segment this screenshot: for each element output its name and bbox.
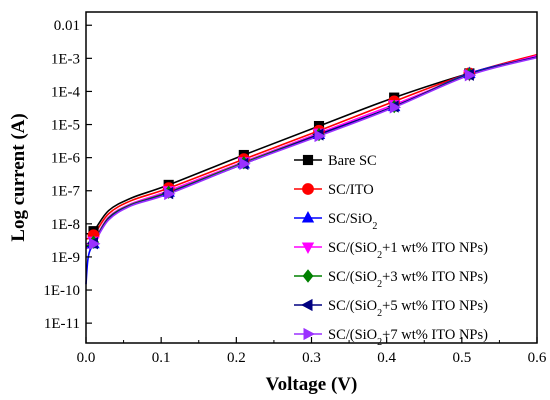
- legend-marker: [303, 327, 315, 341]
- x-tick-label: 0.6: [528, 350, 547, 366]
- x-tick-label: 0.0: [77, 350, 96, 366]
- legend-label: SC/(SiO2+3 wt% ITO NPs): [328, 269, 488, 290]
- x-tick-label: 0.3: [302, 350, 321, 366]
- legend-marker: [302, 154, 314, 166]
- legend-marker: [302, 183, 314, 195]
- legend-marker: [301, 211, 315, 223]
- legend-label: SC/(SiO2+5 wt% ITO NPs): [328, 298, 488, 319]
- x-axis-ticks: 0.0 0.1 0.2 0.3 0.4 0.5 0.6: [77, 337, 547, 366]
- legend-label: SC/ITO: [328, 182, 374, 198]
- series-line: [85, 56, 538, 250]
- x-axis-title: Voltage (V): [266, 374, 358, 395]
- x-tick-label: 0.4: [377, 350, 396, 366]
- y-tick-label: 0.01: [54, 18, 80, 34]
- y-axis-ticks: 1E-11 1E-10 1E-9 1E-8 1E-7 1E-6 1E-5 1E-4 1E-3 0.…: [43, 18, 92, 332]
- legend-label: SC/SiO2: [328, 211, 377, 232]
- data-point: [239, 157, 251, 170]
- legend-marker: [302, 269, 314, 283]
- y-tick-label: 1E-3: [51, 51, 80, 67]
- data-point: [89, 237, 101, 250]
- legend-marker: [301, 298, 313, 312]
- data-point: [164, 187, 176, 201]
- legend: Bare SC SC/ITO SC/SiO2 SC/(SiO2+1 wt% ITO N…: [294, 153, 488, 348]
- data-point: [314, 129, 326, 143]
- y-tick-label: 1E-6: [51, 151, 81, 167]
- legend-label: SC/(SiO2+1 wt% ITO NPs): [328, 240, 488, 261]
- legend-marker: [301, 242, 315, 254]
- y-tick-label: 1E-5: [51, 118, 80, 134]
- plot-area-frame: [85, 11, 538, 344]
- legend-label: Bare SC: [328, 153, 377, 169]
- y-tick-label: 1E-10: [43, 283, 80, 299]
- legend-label: SC/(SiO2+7 wt% ITO NPs): [328, 327, 488, 348]
- x-tick-label: 0.1: [152, 350, 171, 366]
- series-line: [85, 56, 538, 235]
- y-tick-label: 1E-7: [51, 184, 81, 200]
- y-tick-label: 1E-9: [51, 250, 80, 266]
- y-tick-label: 1E-8: [51, 217, 80, 233]
- series-line: [85, 53, 538, 240]
- x-tick-label: 0.2: [227, 350, 246, 366]
- data-point: [389, 101, 402, 114]
- x-tick-label: 0.5: [452, 350, 471, 366]
- series-line: [85, 54, 538, 245]
- y-tick-label: 1E-4: [51, 84, 81, 100]
- y-axis-title: Log current (A): [8, 113, 29, 241]
- series-markers: [86, 66, 477, 250]
- data-point: [464, 69, 477, 82]
- y-tick-label: 1E-11: [44, 316, 80, 332]
